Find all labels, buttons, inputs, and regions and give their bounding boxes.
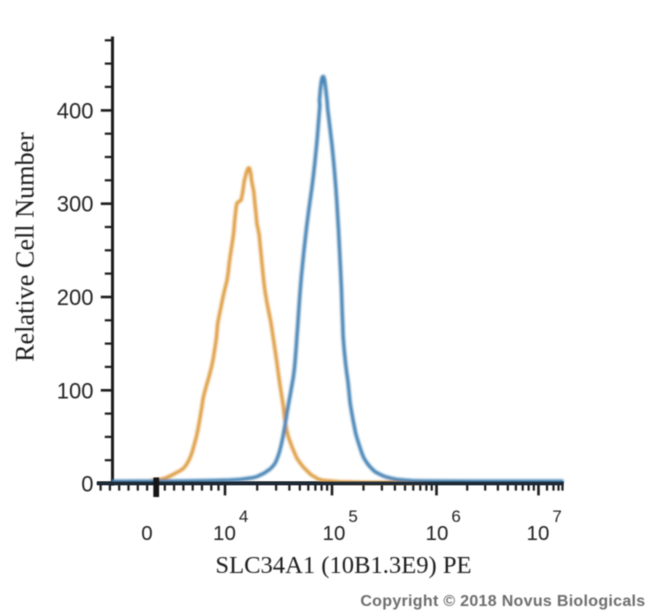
svg-text:300: 300 <box>57 192 94 217</box>
svg-text:200: 200 <box>57 285 94 310</box>
svg-text:Copyright © 2018 Novus Biologi: Copyright © 2018 Novus Biologicals <box>360 593 645 610</box>
svg-text:400: 400 <box>57 98 94 123</box>
svg-text:SLC34A1 (10B1.3E9) PE: SLC34A1 (10B1.3E9) PE <box>215 552 471 579</box>
svg-text:Relative Cell Number: Relative Cell Number <box>11 132 40 362</box>
svg-text:0: 0 <box>81 472 93 497</box>
svg-text:100: 100 <box>57 378 94 403</box>
svg-text:0: 0 <box>141 522 152 545</box>
